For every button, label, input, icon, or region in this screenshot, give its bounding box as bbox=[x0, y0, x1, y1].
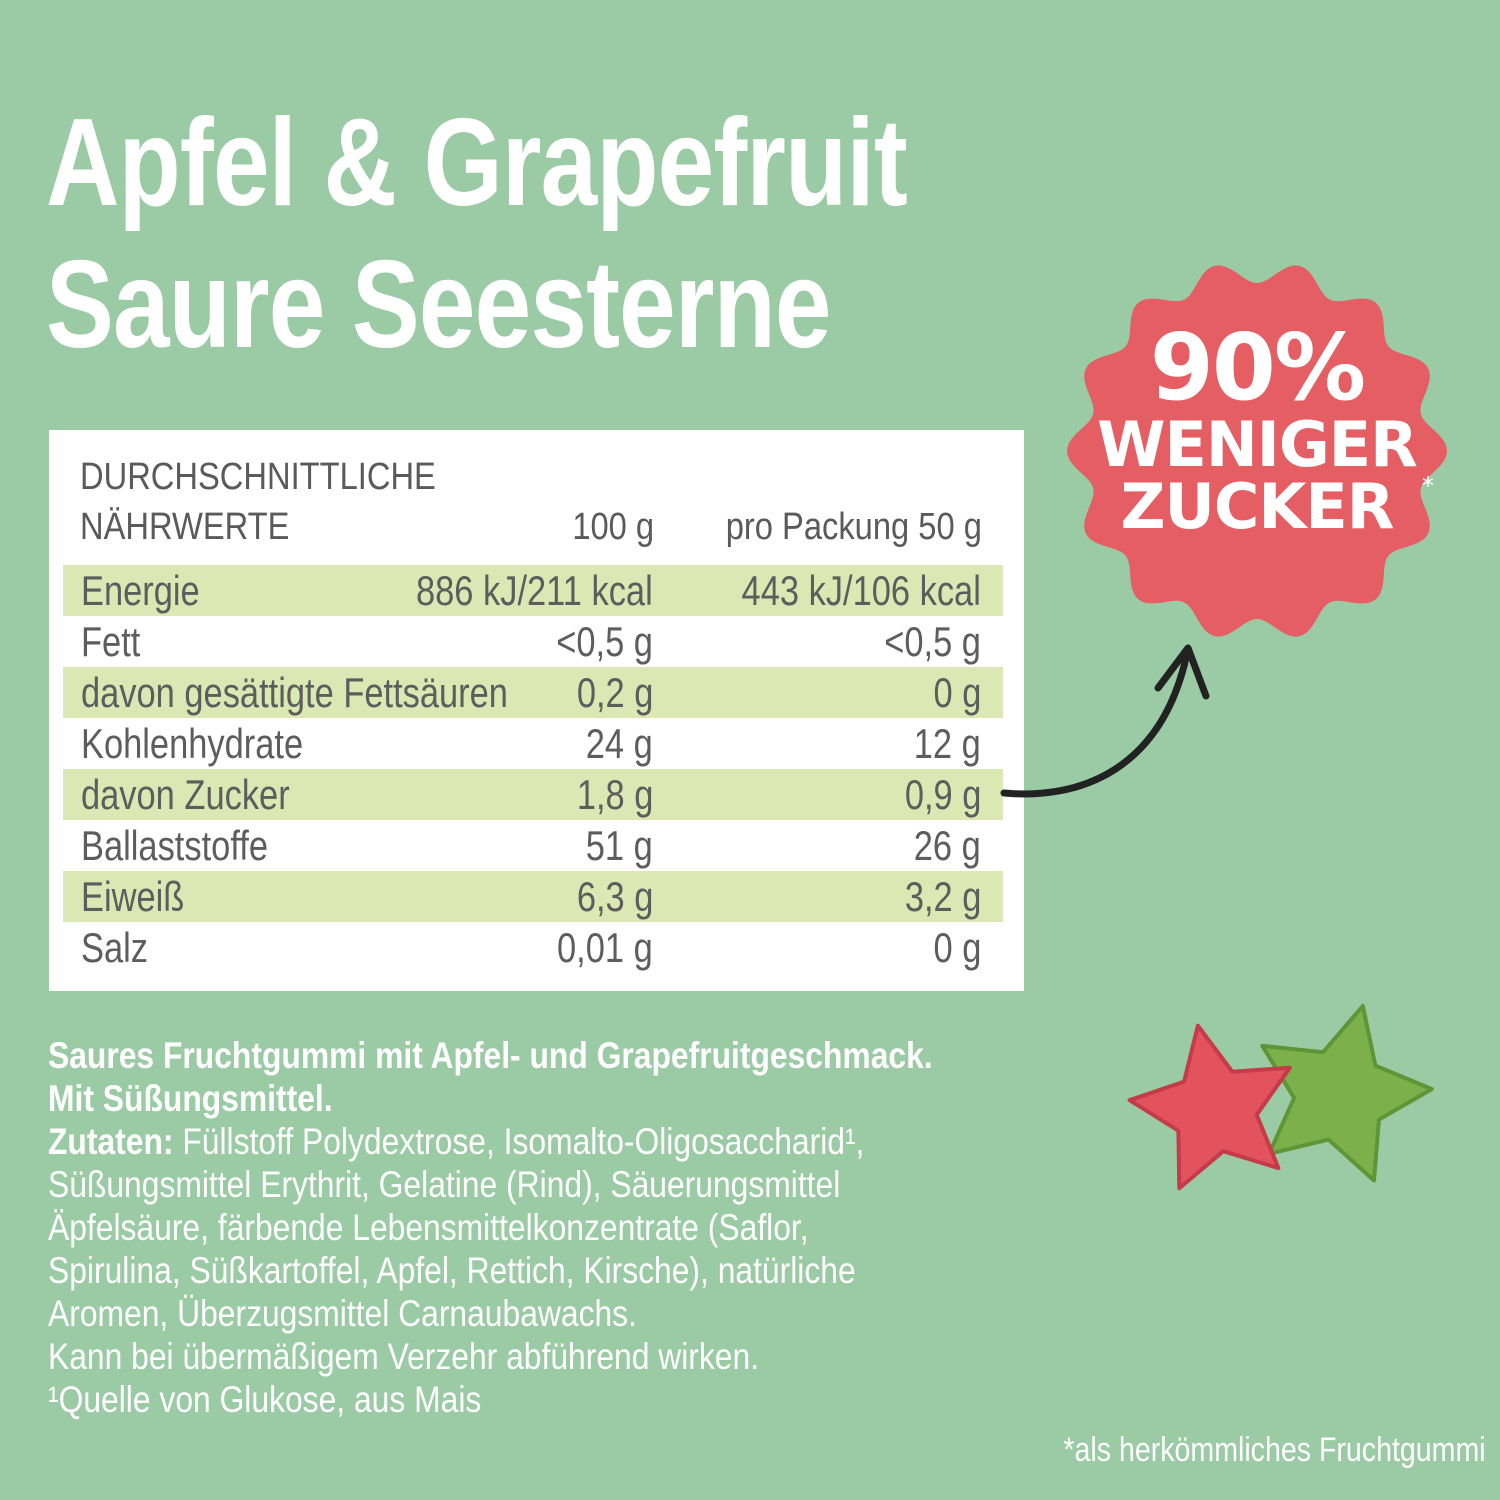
row-value-100g: 0,01 g bbox=[557, 924, 653, 971]
badge-asterisk: * bbox=[1422, 472, 1434, 500]
nutrition-row-energie: Energie 886 kJ/211 kcal 443 kJ/106 kcal bbox=[63, 565, 1003, 616]
nutrition-row-kohlenhydrate: Kohlenhydrate 24 g 12 g bbox=[63, 718, 1003, 769]
column-header-100g: 100 g bbox=[572, 506, 654, 548]
green-gummy-star bbox=[1260, 1003, 1434, 1183]
ingredients-line1: Zutaten: Füllstoff Polydextrose, Isomalt… bbox=[48, 1120, 933, 1163]
row-label: davon Zucker bbox=[81, 771, 290, 818]
description-line1: Saures Fruchtgummi mit Apfel- und Grapef… bbox=[48, 1035, 933, 1076]
nutrition-row-fett: Fett <0,5 g <0,5 g bbox=[63, 616, 1003, 667]
row-value-100g: 886 kJ/211 kcal bbox=[416, 567, 653, 614]
row-value-pack: <0,5 g bbox=[884, 618, 981, 665]
row-value-pack: 0,9 g bbox=[904, 771, 981, 818]
nutrition-heading-line1: DURCHSCHNITTLICHE bbox=[80, 456, 436, 498]
ingredients-line3: Äpfelsäure, färbende Lebensmittelkonzent… bbox=[48, 1207, 809, 1248]
red-gummy-star bbox=[1127, 1023, 1292, 1191]
row-value-100g: 51 g bbox=[585, 822, 653, 869]
row-value-100g: <0,5 g bbox=[556, 618, 653, 665]
row-value-pack: 0 g bbox=[933, 669, 981, 716]
badge-line1: WENIGER bbox=[1097, 408, 1418, 481]
gummy-stars-image bbox=[1127, 1003, 1434, 1191]
row-label: Fett bbox=[81, 618, 141, 665]
ingredients-label: Zutaten: bbox=[48, 1121, 174, 1162]
ingredients-line4: Spirulina, Süßkartoffel, Apfel, Rettich,… bbox=[48, 1250, 856, 1291]
row-label: Kohlenhydrate bbox=[81, 720, 304, 767]
nutrition-heading: DURCHSCHNITTLICHE NÄHRWERTE bbox=[80, 452, 436, 552]
row-label: Salz bbox=[81, 924, 148, 971]
nutrition-row-zucker: davon Zucker 1,8 g 0,9 g bbox=[63, 769, 1003, 820]
nutrition-row-salz: Salz 0,01 g 0 g bbox=[63, 922, 1003, 973]
product-description: Saures Fruchtgummi mit Apfel- und Grapef… bbox=[48, 1034, 933, 1421]
row-value-100g: 24 g bbox=[585, 720, 653, 767]
row-label: Ballaststoffe bbox=[81, 822, 268, 869]
badge-line2: ZUCKER bbox=[1120, 470, 1395, 543]
row-value-100g: 1,8 g bbox=[576, 771, 653, 818]
row-label: Energie bbox=[81, 567, 200, 614]
ingredients-line5: Aromen, Überzugsmittel Carnaubawachs. bbox=[48, 1293, 637, 1334]
nutrition-row-eiweiss: Eiweiß 6,3 g 3,2 g bbox=[63, 871, 1003, 922]
row-value-pack: 0 g bbox=[933, 924, 981, 971]
row-value-pack: 443 kJ/106 kcal bbox=[741, 567, 981, 614]
nutrition-row-fettsaeuren: davon gesättigte Fettsäuren 0,2 g 0 g bbox=[63, 667, 1003, 718]
badge-shape bbox=[1067, 265, 1447, 637]
product-title-line1: Apfel & Grapefruit bbox=[46, 94, 908, 232]
row-label: Eiweiß bbox=[81, 873, 185, 920]
row-value-pack: 3,2 g bbox=[904, 873, 981, 920]
row-value-100g: 0,2 g bbox=[576, 669, 653, 716]
column-header-pack: pro Packung 50 g bbox=[725, 506, 982, 548]
product-title: Apfel & Grapefruit Saure Seesterne bbox=[46, 92, 908, 376]
curved-arrow-icon bbox=[1000, 644, 1210, 798]
description-line2: Mit Süßungsmittel. bbox=[48, 1078, 333, 1119]
ingredients-line2: Süßungsmittel Erythrit, Gelatine (Rind),… bbox=[48, 1164, 841, 1205]
source-note: ¹Quelle von Glukose, aus Mais bbox=[48, 1379, 482, 1420]
product-title-line2: Saure Seesterne bbox=[46, 236, 831, 374]
row-value-100g: 6,3 g bbox=[576, 873, 653, 920]
footnote: *als herkömmliches Fruchtgummi bbox=[1063, 1431, 1486, 1469]
ingredients-text1: Füllstoff Polydextrose, Isomalto-Oligosa… bbox=[173, 1121, 865, 1162]
row-value-pack: 26 g bbox=[913, 822, 981, 869]
warning-text: Kann bei übermäßigem Verzehr abführend w… bbox=[48, 1336, 760, 1377]
badge-percent: 90% bbox=[1149, 314, 1366, 421]
nutrition-heading-line2: NÄHRWERTE bbox=[80, 506, 290, 548]
row-label: davon gesättigte Fettsäuren bbox=[81, 669, 508, 716]
nutrition-table: DURCHSCHNITTLICHE NÄHRWERTE 100 g pro Pa… bbox=[49, 430, 1024, 991]
badge-text: 90% WENIGER ZUCKER * bbox=[1062, 256, 1452, 646]
nutrition-row-ballaststoffe: Ballaststoffe 51 g 26 g bbox=[63, 820, 1003, 871]
row-value-pack: 12 g bbox=[913, 720, 981, 767]
nutrition-rows: Energie 886 kJ/211 kcal 443 kJ/106 kcal … bbox=[63, 565, 1003, 973]
sugar-badge: 90% WENIGER ZUCKER * bbox=[1062, 256, 1452, 646]
